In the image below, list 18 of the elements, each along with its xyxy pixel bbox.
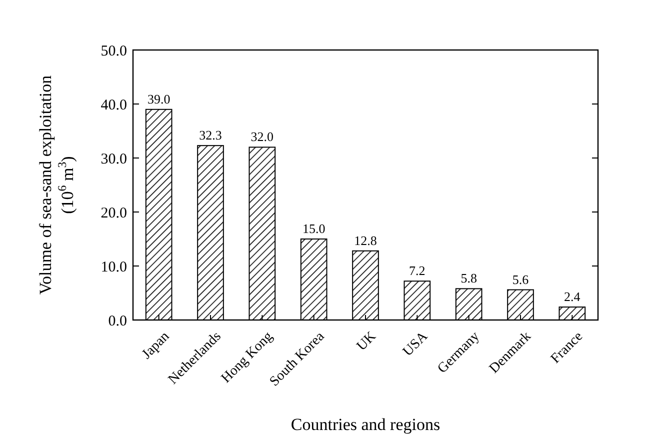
data-label: 7.2	[409, 263, 426, 278]
data-label: 5.6	[512, 272, 530, 287]
data-label: 15.0	[302, 221, 326, 236]
x-axis-title: Countries and regions	[290, 415, 440, 434]
x-tick-label: UK	[354, 329, 380, 354]
data-label: 32.3	[199, 128, 222, 143]
y-tick-label: 20.0	[100, 205, 127, 222]
x-tick-label: USA	[400, 328, 432, 360]
y-tick-label: 50.0	[100, 43, 127, 60]
data-label: 39.0	[147, 91, 170, 106]
y-tick-label: 0.0	[108, 313, 127, 330]
data-label: 12.8	[354, 232, 377, 248]
y-tick-label: 10.0	[100, 259, 127, 276]
y-tick-label: 40.0	[100, 97, 127, 114]
data-label: 5.8	[460, 270, 477, 286]
data-label: 2.4	[564, 289, 581, 304]
data-label: 32.0	[250, 129, 274, 144]
y-tick-label: 30.0	[100, 151, 127, 168]
